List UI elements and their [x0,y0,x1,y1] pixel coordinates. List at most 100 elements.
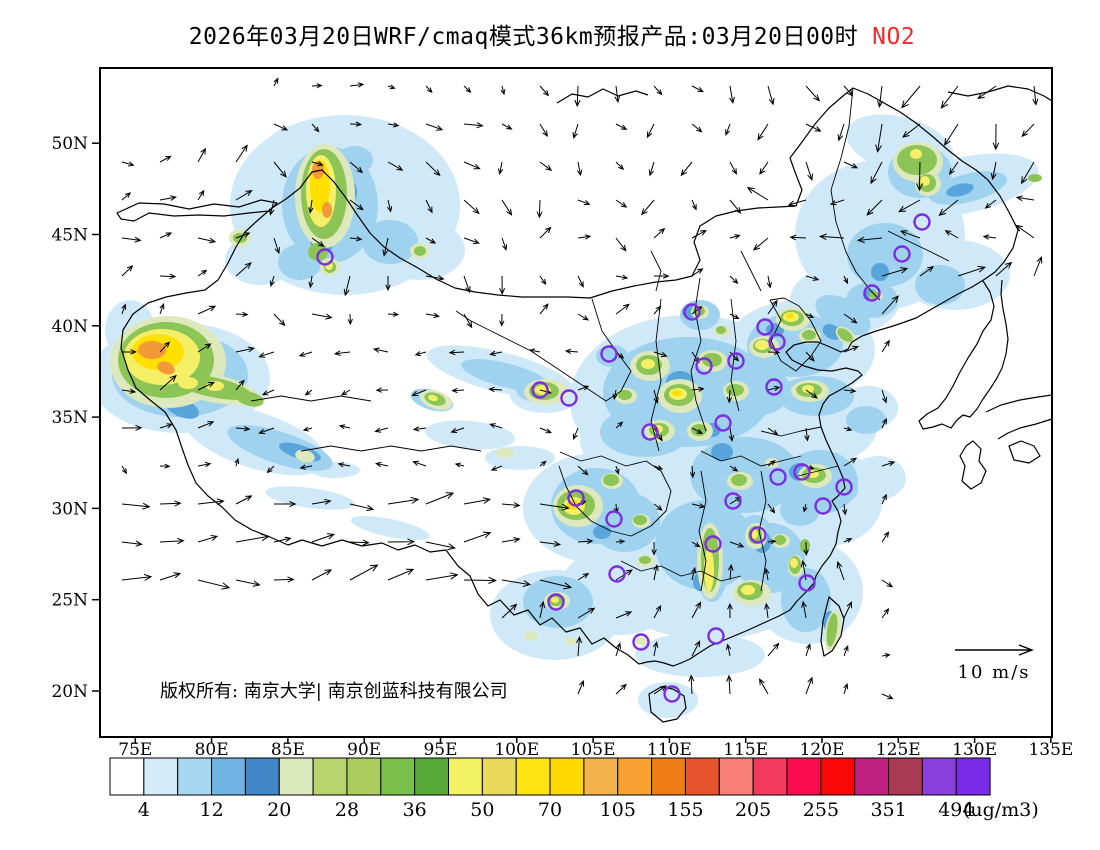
wind-arrow [1021,123,1035,138]
wind-arrow [349,539,370,546]
wind-arrow [235,189,253,201]
x-axis-label: 80E [195,740,229,760]
wind-arrow [767,539,777,545]
wind-arrow [412,426,427,432]
wind-arrow [612,389,618,401]
concentration-blob [322,202,332,218]
wind-arrow [539,275,547,285]
wind-arrow [311,123,320,133]
wind-arrow [343,275,351,297]
wind-arrow [258,427,275,435]
concentration-blob [618,390,632,400]
wind-arrow [387,122,400,128]
wind-arrow [463,85,472,93]
wind-arrow [729,351,740,362]
wind-arrow [856,236,883,244]
wind-arrow [454,462,465,468]
wind-arrow [266,465,275,474]
station-circle [608,565,626,583]
wind-arrow [957,265,986,277]
wind-arrow [501,123,513,130]
wind-arrow [805,389,818,399]
wind-arrow [234,457,240,467]
colorbar-cell [617,757,653,796]
coastline-path [947,85,1051,102]
wind-arrow [197,461,212,468]
wind-arrow [235,533,271,543]
wind-arrow [843,85,854,97]
station-circle [707,627,725,645]
wind-arrow [728,427,734,442]
wind-arrow [311,313,333,320]
concentration-blob [915,265,965,305]
wind-arrow [197,237,217,244]
wind-arrow [843,601,853,619]
wind-arrow [274,500,297,508]
wind-arrow [235,144,248,163]
wind-arrow [577,234,592,240]
colorbar-cell [888,757,923,796]
wind-arrow [729,275,739,285]
station-circle [316,248,334,266]
concentration-blob [790,558,798,568]
x-axis-label: 100E [494,740,539,760]
wind-arrow [463,497,492,505]
wind-scale-label: 10 m/s [958,662,1031,683]
wind-arrow [528,348,541,354]
colorbar-value: 36 [403,799,427,821]
concentration-blob [635,637,647,645]
wind-arrow [501,502,521,508]
wind-arrow [615,421,624,429]
colorbar-cell [109,757,145,796]
wind-arrow [463,122,484,129]
wind-arrow [463,275,471,294]
wind-arrow [881,295,900,315]
wind-arrow [680,161,693,177]
wind-arrow [500,85,506,96]
concentration-blob [524,631,538,641]
wind-arrow [767,349,781,355]
wind-arrow [349,564,379,581]
wind-arrow [349,503,375,512]
station-circle [714,414,732,432]
station-markers [316,213,931,703]
x-axis-label: 120E [800,740,845,760]
wind-arrow [653,503,663,511]
wind-arrow [881,531,890,543]
concentration-blob [897,145,937,175]
wind-arrow [982,234,997,240]
wind-arrow [688,674,695,695]
station-circle [724,492,742,510]
wind-arrow [843,161,859,169]
wind-arrow [448,349,465,356]
wind-arrow [805,351,815,362]
concentration-blob [565,637,577,645]
wind-arrow [302,426,313,432]
concentration-blob [350,515,430,541]
colorbar-cell [583,757,619,796]
wind-arrow [308,199,314,214]
concentration-blob [920,176,930,186]
station-circle [765,378,783,396]
wind-arrow [691,123,703,133]
wind-arrow [159,423,174,429]
wind-arrow [615,237,627,252]
concentration-blob [910,149,922,159]
wind-arrow [333,350,351,356]
wind-arrow [463,576,497,584]
wind-arrow [498,161,504,176]
wind-arrow [805,676,813,695]
concentration-blob [704,548,714,592]
wind-arrow [818,233,845,241]
concentration-blob [593,525,611,539]
wind-arrow [653,351,668,358]
y-axis-label: 25N [51,591,88,611]
wind-arrow [539,85,550,97]
wind-arrow [767,85,775,106]
wind-arrow [159,195,178,201]
wind-arrow [902,123,921,138]
wind-scale-arrow-icon [955,644,1034,656]
wind-arrow [767,427,779,436]
map-axes: 75E 80E 85E 90E 95E 100E 105E 110E 115E 120E 125E 1… [51,134,1073,760]
wind-arrow [539,161,553,172]
